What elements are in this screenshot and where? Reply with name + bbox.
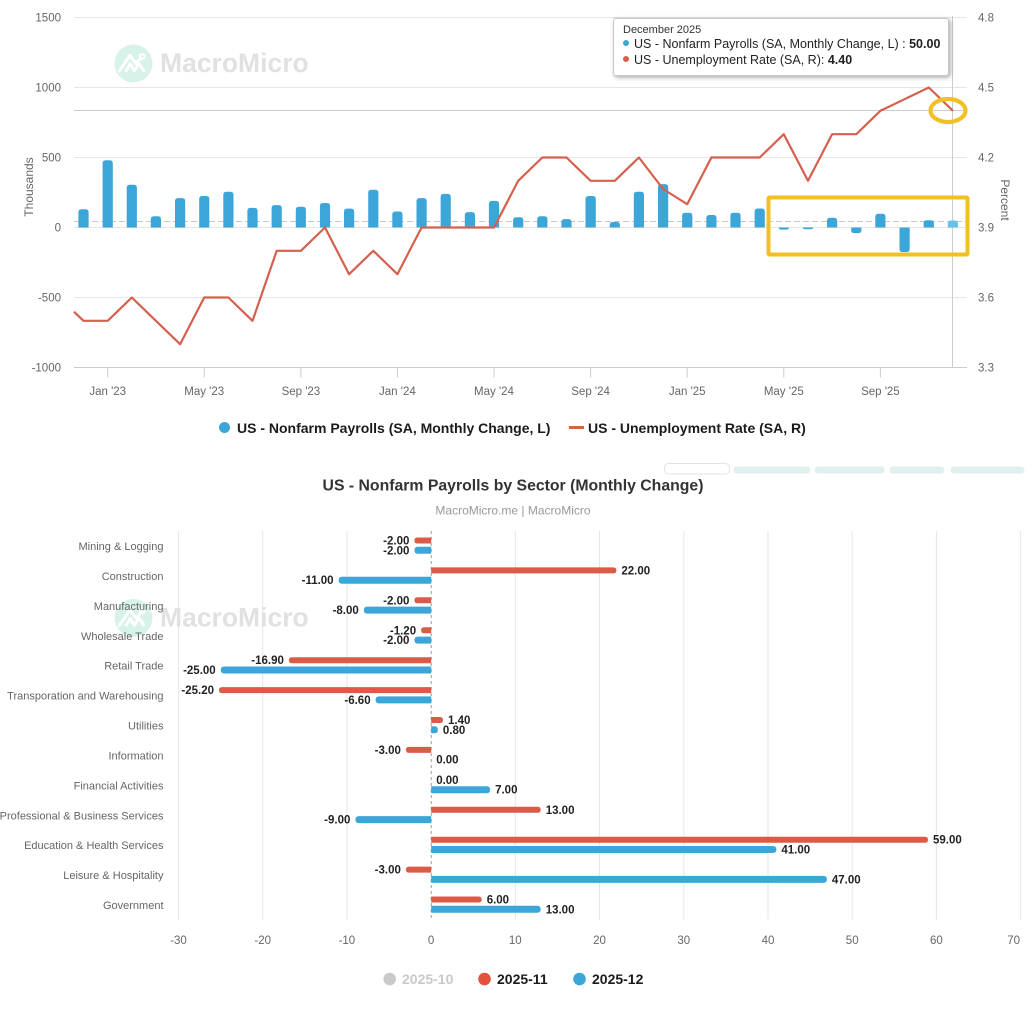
svg-text:1500: 1500 [35, 13, 61, 25]
svg-text:-16.90: -16.90 [251, 655, 284, 667]
svg-text:-8.00: -8.00 [333, 605, 359, 617]
svg-text:60: 60 [930, 935, 943, 947]
svg-text:Sep '24: Sep '24 [571, 386, 610, 398]
svg-text:Utilities: Utilities [128, 721, 164, 733]
svg-text:22.00: 22.00 [621, 565, 650, 577]
svg-text:20: 20 [593, 935, 606, 947]
svg-text:500: 500 [42, 153, 61, 165]
svg-text:0: 0 [55, 223, 61, 235]
svg-text:4.2: 4.2 [978, 153, 994, 165]
svg-text:-11.00: -11.00 [302, 575, 334, 587]
svg-text:MacroMicro: MacroMicro [160, 603, 309, 633]
svg-text:4.5: 4.5 [978, 83, 994, 95]
svg-text:47.00: 47.00 [832, 874, 861, 886]
svg-text:Sep '23: Sep '23 [282, 386, 321, 398]
svg-text:59.00: 59.00 [933, 835, 962, 847]
svg-text:May '23: May '23 [184, 386, 224, 398]
svg-text:0: 0 [428, 935, 434, 947]
svg-text:Retail Trade: Retail Trade [104, 661, 163, 673]
svg-text:May '24: May '24 [474, 386, 515, 398]
svg-text:Manufacturing: Manufacturing [94, 601, 164, 613]
svg-text:US - Nonfarm Payrolls by Secto: US - Nonfarm Payrolls by Sector (Monthly… [323, 478, 704, 495]
svg-text:-3.00: -3.00 [375, 745, 401, 757]
svg-text:3.9: 3.9 [978, 223, 994, 235]
svg-text:-2.00: -2.00 [383, 635, 409, 647]
svg-text:-20: -20 [254, 935, 271, 947]
svg-text:30: 30 [677, 935, 690, 947]
svg-text:6.00: 6.00 [487, 895, 509, 907]
svg-text:40: 40 [762, 935, 775, 947]
svg-text:-2.00: -2.00 [383, 595, 409, 607]
svg-text:1000: 1000 [35, 83, 61, 95]
svg-text:Government: Government [103, 900, 164, 912]
svg-text:Jan '23: Jan '23 [89, 386, 126, 398]
svg-text:Leisure & Hospitality: Leisure & Hospitality [63, 870, 164, 882]
svg-text:0.00: 0.00 [436, 775, 458, 787]
svg-text:10: 10 [509, 935, 522, 947]
svg-text:-1000: -1000 [32, 363, 61, 375]
svg-text:MacroMicro.me | MacroMicro: MacroMicro.me | MacroMicro [435, 504, 590, 518]
svg-text:Education & Health Services: Education & Health Services [24, 840, 164, 852]
svg-text:-25.20: -25.20 [181, 685, 214, 697]
svg-text:70: 70 [1007, 935, 1020, 947]
svg-text:0.00: 0.00 [436, 755, 458, 767]
svg-text:Thousands: Thousands [22, 157, 36, 216]
svg-text:Transporation and Warehousing: Transporation and Warehousing [7, 691, 163, 703]
svg-text:-9.00: -9.00 [324, 815, 350, 827]
svg-text:4.8: 4.8 [978, 13, 994, 25]
svg-text:-1.20: -1.20 [390, 625, 416, 637]
svg-text:Percent: Percent [998, 179, 1012, 221]
svg-text:Professional & Business Servic: Professional & Business Services [0, 810, 164, 822]
svg-text:41.00: 41.00 [781, 845, 810, 857]
svg-text:-2.00: -2.00 [383, 545, 409, 557]
svg-text:1.40: 1.40 [448, 715, 470, 727]
svg-text:-3.00: -3.00 [375, 865, 401, 877]
svg-text:-10: -10 [339, 935, 356, 947]
svg-text:Jan '25: Jan '25 [669, 386, 706, 398]
svg-text:May '25: May '25 [764, 386, 804, 398]
svg-text:Jan '24: Jan '24 [379, 386, 416, 398]
svg-text:Financial Activities: Financial Activities [74, 780, 164, 792]
svg-text:-25.00: -25.00 [183, 665, 216, 677]
svg-text:Sep '25: Sep '25 [861, 386, 900, 398]
svg-text:2025-12: 2025-12 [592, 971, 644, 987]
svg-text:-2.00: -2.00 [383, 536, 409, 548]
svg-text:50: 50 [846, 935, 859, 947]
svg-text:13.00: 13.00 [546, 904, 575, 916]
svg-text:Information: Information [108, 750, 163, 762]
svg-text:3.6: 3.6 [978, 293, 994, 305]
svg-text:0.80: 0.80 [443, 725, 465, 737]
svg-text:-500: -500 [38, 293, 61, 305]
svg-text:-6.60: -6.60 [344, 695, 370, 707]
svg-text:3.3: 3.3 [978, 363, 994, 375]
svg-text:2025-11: 2025-11 [497, 971, 548, 987]
svg-text:13.00: 13.00 [546, 805, 575, 817]
svg-text:MacroMicro: MacroMicro [160, 48, 309, 78]
svg-text:Construction: Construction [102, 571, 164, 583]
svg-text:Wholesale Trade: Wholesale Trade [81, 631, 164, 643]
svg-text:2025-10: 2025-10 [402, 971, 454, 987]
svg-text:-30: -30 [170, 935, 187, 947]
svg-text:7.00: 7.00 [495, 785, 517, 797]
svg-text:Mining & Logging: Mining & Logging [78, 541, 163, 553]
